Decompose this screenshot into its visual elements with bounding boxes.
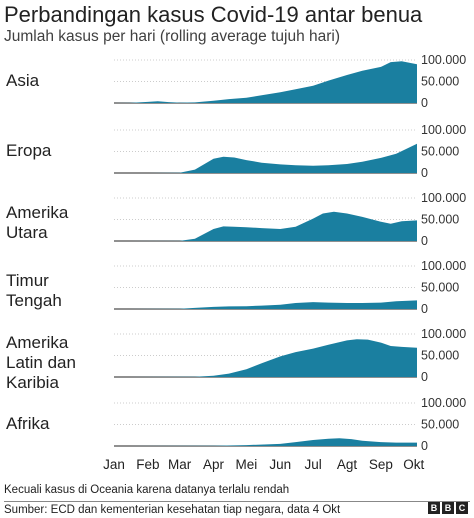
y-tick-label: 50.000 — [421, 349, 459, 363]
y-tick-label: 100.000 — [421, 191, 466, 205]
area-series — [114, 300, 417, 309]
logo-letter-b2: B — [442, 502, 454, 514]
source-note: Sumber: ECD dan kementerian kesehatan ti… — [4, 504, 341, 516]
bbc-logo: B B C — [428, 502, 468, 514]
y-tick-label: 0 — [421, 96, 428, 110]
panel-label: Latin dan — [6, 353, 76, 372]
y-tick-label: 0 — [421, 370, 428, 384]
chart-subtitle: Jumlah kasus per hari (rolling average t… — [4, 28, 340, 45]
area-series — [114, 438, 417, 446]
panel-label: Tengah — [6, 291, 62, 310]
logo-letter-c: C — [456, 502, 468, 514]
panel-1: 100.000 50.000 0 Eropa — [6, 123, 466, 180]
panel-0: 100.000 50.000 0 Asia — [6, 53, 466, 110]
x-tick-label: Sep — [369, 457, 393, 472]
area-series — [114, 143, 417, 173]
y-tick-label: 0 — [421, 439, 428, 453]
x-tick-label: Jan — [103, 457, 125, 472]
y-tick-label: 100.000 — [421, 396, 466, 410]
area-series — [114, 339, 417, 377]
panel-label: Karibia — [6, 373, 59, 392]
y-tick-label: 100.000 — [421, 327, 466, 341]
y-tick-label: 100.000 — [421, 259, 466, 273]
x-tick-label: Mar — [168, 457, 192, 472]
x-tick-label: Mei — [235, 457, 257, 472]
y-tick-label: 50.000 — [421, 281, 459, 295]
y-tick-label: 0 — [421, 166, 428, 180]
chart-title: Perbandingan kasus Covid-19 antar benua — [4, 2, 423, 27]
panel-label: Timur — [6, 271, 49, 290]
x-tick-label: Okt — [403, 457, 424, 472]
y-tick-label: 50.000 — [421, 213, 459, 227]
area-series — [114, 61, 417, 103]
x-tick-label: Feb — [136, 457, 159, 472]
footer-divider — [4, 501, 470, 502]
x-tick-label: Jul — [304, 457, 321, 472]
panel-5: 100.000 50.000 0 Afrika — [6, 396, 466, 453]
footnote: Kecuali kasus di Oceania karena datanya … — [4, 484, 290, 496]
y-tick-label: 0 — [421, 234, 428, 248]
y-tick-label: 50.000 — [421, 145, 459, 159]
panel-label: Utara — [6, 223, 48, 242]
x-tick-label: Jun — [269, 457, 291, 472]
area-series — [114, 211, 417, 241]
y-tick-label: 100.000 — [421, 123, 466, 137]
panel-label: Amerika — [6, 333, 69, 352]
panel-label: Eropa — [6, 141, 52, 160]
y-tick-label: 100.000 — [421, 53, 466, 67]
x-tick-label: Apr — [203, 457, 225, 472]
y-tick-label: 0 — [421, 302, 428, 316]
y-tick-label: 50.000 — [421, 75, 459, 89]
y-tick-label: 50.000 — [421, 418, 459, 432]
x-tick-label: Agt — [337, 457, 358, 472]
logo-letter-b1: B — [428, 502, 440, 514]
small-multiples-chart: 100.00050.0000Asia100.00050.0000Eropa100… — [6, 53, 466, 472]
panel-label: Afrika — [6, 414, 50, 433]
panel-label: Asia — [6, 71, 40, 90]
panel-label: Amerika — [6, 203, 69, 222]
